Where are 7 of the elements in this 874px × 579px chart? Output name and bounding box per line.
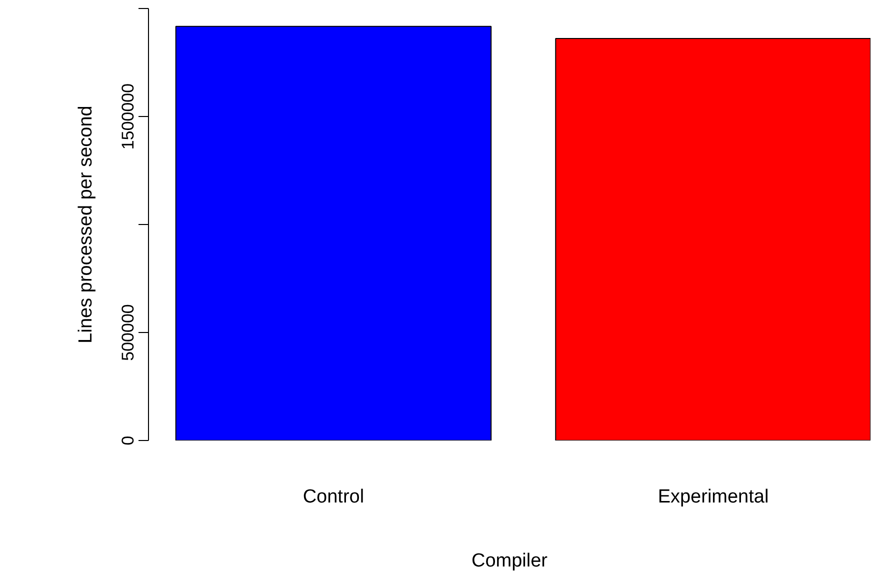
x-tick-label: Experimental xyxy=(658,486,769,508)
x-axis-title: Compiler xyxy=(471,550,548,572)
x-tick-label: Control xyxy=(302,486,364,508)
y-tick-label: 1500000 xyxy=(118,83,138,150)
y-tick-label: 0 xyxy=(118,436,138,446)
y-tick-label: 500000 xyxy=(118,304,138,361)
y-axis-title: Lines processed per second xyxy=(76,106,96,344)
